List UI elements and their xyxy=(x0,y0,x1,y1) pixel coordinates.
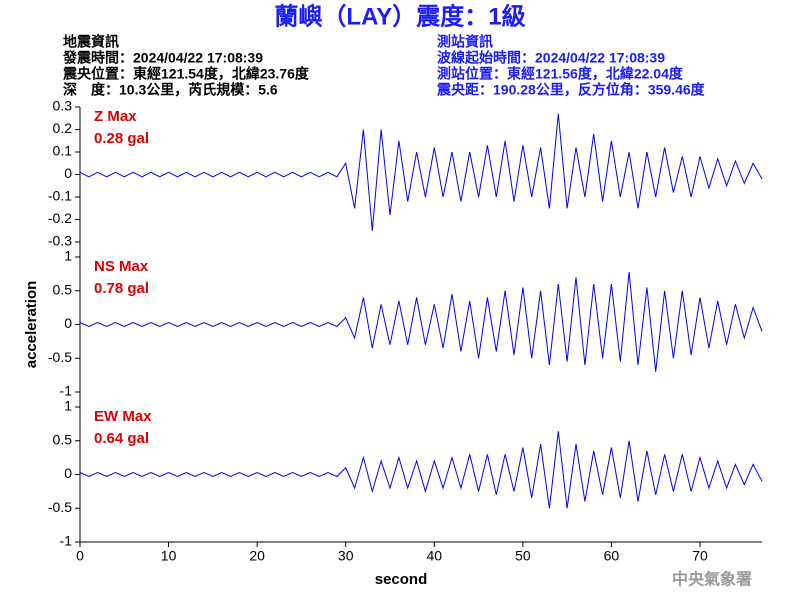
credit: 中央氣象署 xyxy=(672,570,752,589)
y-tick-label: -0.2 xyxy=(48,210,72,226)
header-info: 震央距：190.28公里，反方位角：359.46度 xyxy=(436,82,706,98)
x-tick-label: 50 xyxy=(515,548,531,564)
y-tick-label: 0.1 xyxy=(53,143,73,159)
annotation: NS Max xyxy=(94,258,149,275)
y-tick-label: -0.5 xyxy=(48,499,72,515)
header-info: 測站資訊 xyxy=(437,34,493,50)
x-tick-label: 10 xyxy=(161,548,177,564)
y-tick-label: -0.1 xyxy=(48,188,72,204)
y-tick-label: 0 xyxy=(64,165,72,181)
x-axis-label: second xyxy=(375,571,428,588)
annotation: 0.78 gal xyxy=(94,280,149,297)
y-tick-label: 1 xyxy=(64,248,72,264)
x-tick-label: 0 xyxy=(76,548,84,564)
y-tick-label: 1 xyxy=(64,398,72,414)
y-tick-label: -1 xyxy=(60,383,73,399)
chart-title: 蘭嶼（LAY）震度：1級 xyxy=(274,2,525,30)
annotation: 0.28 gal xyxy=(94,130,149,147)
y-tick-label: 0.5 xyxy=(53,431,73,447)
y-tick-label: 0.2 xyxy=(53,120,73,136)
y-tick-label: -1 xyxy=(60,533,73,549)
waveform xyxy=(79,271,763,372)
annotation: EW Max xyxy=(94,408,152,425)
header-info: 震央位置：東經121.54度，北緯23.76度 xyxy=(62,66,310,82)
header-info: 波線起始時間：2024/04/22 17:08:39 xyxy=(437,50,665,66)
y-tick-label: 0.5 xyxy=(53,281,73,297)
x-tick-label: 30 xyxy=(338,548,354,564)
header-info: 發震時間：2024/04/22 17:08:39 xyxy=(62,50,263,66)
header-info: 測站位置：東經121.56度，北緯22.04度 xyxy=(437,66,684,82)
header-info: 地震資訊 xyxy=(63,34,119,50)
annotation: Z Max xyxy=(94,108,137,125)
x-tick-label: 70 xyxy=(692,548,708,564)
x-tick-label: 20 xyxy=(249,548,265,564)
x-tick-label: 40 xyxy=(426,548,442,564)
header-info: 深 度：10.3公里，芮氏規模：5.6 xyxy=(63,82,278,98)
x-tick-label: 60 xyxy=(604,548,620,564)
waveform xyxy=(79,113,763,231)
y-tick-label: 0 xyxy=(64,315,72,331)
y-axis-label: acceleration xyxy=(23,281,40,369)
y-tick-label: 0 xyxy=(64,465,72,481)
waveform xyxy=(79,431,763,509)
y-tick-label: -0.5 xyxy=(48,349,72,365)
annotation: 0.64 gal xyxy=(94,430,149,447)
y-tick-label: 0.3 xyxy=(53,98,73,114)
y-tick-label: -0.3 xyxy=(48,233,72,249)
